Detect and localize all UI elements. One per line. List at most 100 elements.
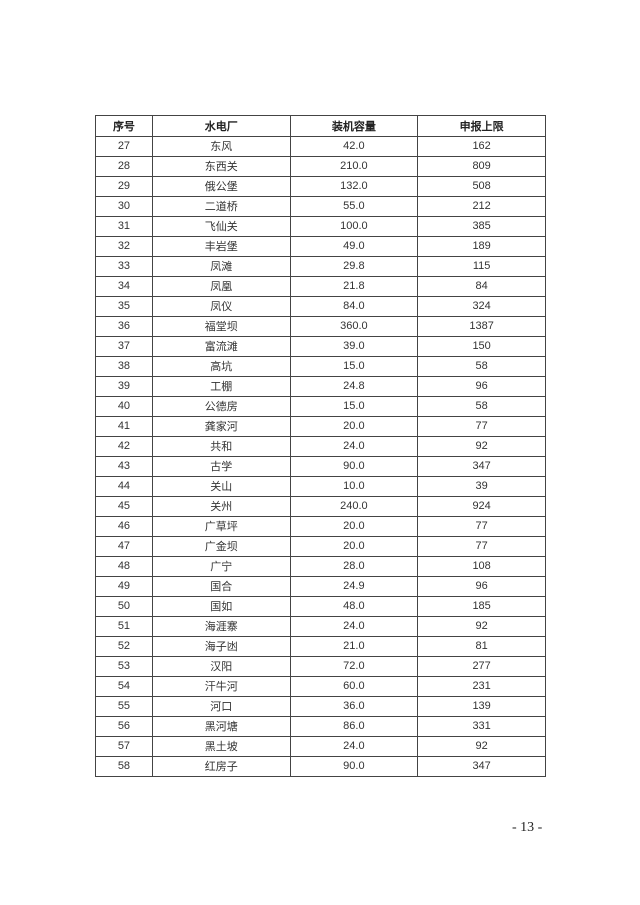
cell-capacity: 24.0 xyxy=(289,736,419,757)
cell-index: 48 xyxy=(95,556,153,577)
cell-index: 53 xyxy=(95,656,153,677)
cell-limit: 77 xyxy=(417,416,546,437)
cell-capacity: 15.0 xyxy=(289,396,419,417)
table-row: 47 广金坝 20.0 77 xyxy=(95,536,546,557)
cell-plant: 海子凼 xyxy=(151,636,291,657)
cell-plant: 凤仪 xyxy=(151,296,291,317)
cell-capacity: 20.0 xyxy=(289,416,419,437)
cell-limit: 39 xyxy=(417,476,546,497)
cell-index: 38 xyxy=(95,356,153,377)
cell-index: 40 xyxy=(95,396,153,417)
cell-capacity: 55.0 xyxy=(289,196,419,217)
cell-limit: 508 xyxy=(417,176,546,197)
cell-index: 41 xyxy=(95,416,153,437)
cell-index: 51 xyxy=(95,616,153,637)
cell-index: 52 xyxy=(95,636,153,657)
table-row: 34 凤凰 21.8 84 xyxy=(95,276,546,297)
cell-plant: 丰岩堡 xyxy=(151,236,291,257)
cell-limit: 809 xyxy=(417,156,546,177)
table-row: 41 龚家河 20.0 77 xyxy=(95,416,546,437)
cell-limit: 189 xyxy=(417,236,546,257)
table-row: 46 广草坪 20.0 77 xyxy=(95,516,546,537)
cell-limit: 115 xyxy=(417,256,546,277)
table-row: 51 海涯寨 24.0 92 xyxy=(95,616,546,637)
cell-limit: 1387 xyxy=(417,316,546,337)
cell-plant: 海涯寨 xyxy=(151,616,291,637)
cell-index: 37 xyxy=(95,336,153,357)
cell-plant: 俄公堡 xyxy=(151,176,291,197)
table-row: 44 关山 10.0 39 xyxy=(95,476,546,497)
cell-plant: 飞仙关 xyxy=(151,216,291,237)
table-row: 54 汗牛河 60.0 231 xyxy=(95,676,546,697)
cell-index: 50 xyxy=(95,596,153,617)
cell-index: 58 xyxy=(95,756,153,777)
cell-capacity: 29.8 xyxy=(289,256,419,277)
cell-plant: 国如 xyxy=(151,596,291,617)
table-row: 27 东风 42.0 162 xyxy=(95,136,546,157)
cell-limit: 212 xyxy=(417,196,546,217)
cell-capacity: 10.0 xyxy=(289,476,419,497)
cell-capacity: 210.0 xyxy=(289,156,419,177)
cell-plant: 红房子 xyxy=(151,756,291,777)
table-row: 49 国合 24.9 96 xyxy=(95,576,546,597)
cell-plant: 凤滩 xyxy=(151,256,291,277)
cell-limit: 150 xyxy=(417,336,546,357)
cell-capacity: 100.0 xyxy=(289,216,419,237)
cell-plant: 工棚 xyxy=(151,376,291,397)
cell-limit: 108 xyxy=(417,556,546,577)
cell-plant: 共和 xyxy=(151,436,291,457)
cell-capacity: 24.0 xyxy=(289,436,419,457)
cell-index: 33 xyxy=(95,256,153,277)
cell-index: 27 xyxy=(95,136,153,157)
cell-index: 56 xyxy=(95,716,153,737)
table-row: 55 河口 36.0 139 xyxy=(95,696,546,717)
cell-plant: 汉阳 xyxy=(151,656,291,677)
cell-plant: 高坑 xyxy=(151,356,291,377)
table-row: 36 福堂坝 360.0 1387 xyxy=(95,316,546,337)
table-row: 33 凤滩 29.8 115 xyxy=(95,256,546,277)
cell-plant: 河口 xyxy=(151,696,291,717)
table-row: 37 富流滩 39.0 150 xyxy=(95,336,546,357)
cell-plant: 关州 xyxy=(151,496,291,517)
table-row: 45 关州 240.0 924 xyxy=(95,496,546,517)
cell-index: 44 xyxy=(95,476,153,497)
cell-plant: 广金坝 xyxy=(151,536,291,557)
cell-limit: 96 xyxy=(417,376,546,397)
cell-index: 43 xyxy=(95,456,153,477)
cell-limit: 231 xyxy=(417,676,546,697)
cell-limit: 58 xyxy=(417,356,546,377)
cell-limit: 92 xyxy=(417,736,546,757)
cell-capacity: 36.0 xyxy=(289,696,419,717)
table-row: 53 汉阳 72.0 277 xyxy=(95,656,546,677)
cell-capacity: 21.8 xyxy=(289,276,419,297)
cell-limit: 347 xyxy=(417,456,546,477)
table-row: 50 国如 48.0 185 xyxy=(95,596,546,617)
cell-index: 46 xyxy=(95,516,153,537)
cell-index: 29 xyxy=(95,176,153,197)
cell-limit: 58 xyxy=(417,396,546,417)
cell-index: 45 xyxy=(95,496,153,517)
cell-limit: 385 xyxy=(417,216,546,237)
cell-plant: 国合 xyxy=(151,576,291,597)
cell-capacity: 90.0 xyxy=(289,756,419,777)
table-row: 52 海子凼 21.0 81 xyxy=(95,636,546,657)
cell-capacity: 60.0 xyxy=(289,676,419,697)
cell-capacity: 49.0 xyxy=(289,236,419,257)
header-index: 序号 xyxy=(95,115,153,137)
table-row: 40 公德房 15.0 58 xyxy=(95,396,546,417)
cell-plant: 二道桥 xyxy=(151,196,291,217)
cell-index: 55 xyxy=(95,696,153,717)
cell-capacity: 240.0 xyxy=(289,496,419,517)
cell-index: 34 xyxy=(95,276,153,297)
cell-index: 47 xyxy=(95,536,153,557)
cell-limit: 96 xyxy=(417,576,546,597)
cell-capacity: 20.0 xyxy=(289,536,419,557)
cell-capacity: 48.0 xyxy=(289,596,419,617)
cell-capacity: 84.0 xyxy=(289,296,419,317)
cell-index: 57 xyxy=(95,736,153,757)
cell-limit: 924 xyxy=(417,496,546,517)
cell-limit: 81 xyxy=(417,636,546,657)
cell-capacity: 39.0 xyxy=(289,336,419,357)
cell-index: 36 xyxy=(95,316,153,337)
cell-plant: 广草坪 xyxy=(151,516,291,537)
